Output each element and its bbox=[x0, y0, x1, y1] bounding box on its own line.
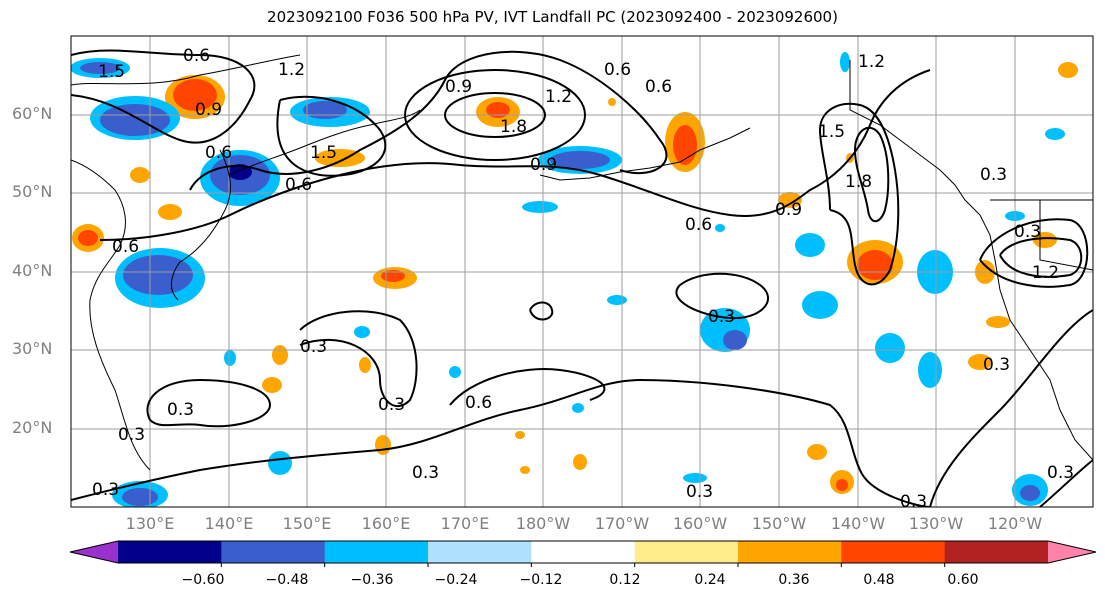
contour-label: 0.9 bbox=[445, 77, 472, 97]
lon-label: 140°E bbox=[204, 514, 254, 533]
contour-label: 0.3 bbox=[980, 165, 1007, 185]
colorbar bbox=[69, 540, 1097, 567]
lon-label: 160°W bbox=[672, 514, 728, 533]
lat-label: 20°N bbox=[12, 418, 53, 437]
lat-label: 60°N bbox=[12, 104, 53, 123]
map-title: 2023092100 F036 500 hPa PV, IVT Landfall… bbox=[267, 8, 838, 26]
contour-label: 1.2 bbox=[278, 60, 305, 80]
colorbar-tick-label: −0.48 bbox=[265, 572, 309, 588]
colorbar-tick-label: 0.24 bbox=[694, 572, 726, 588]
contour-label: 0.3 bbox=[1047, 463, 1074, 483]
contour-label: 0.3 bbox=[118, 425, 145, 445]
colorbar-tick-label: 0.12 bbox=[609, 572, 641, 588]
contour-label: 1.5 bbox=[310, 143, 337, 163]
contour-label: 0.9 bbox=[775, 200, 802, 220]
contour-label: 1.8 bbox=[845, 172, 872, 192]
contour-label: 0.3 bbox=[412, 463, 439, 483]
contour-label: 0.3 bbox=[92, 480, 119, 500]
contour-label: 1.5 bbox=[818, 122, 845, 142]
contour-label: 0.6 bbox=[604, 60, 631, 80]
lon-label: 180°W bbox=[515, 514, 571, 533]
colorbar-tick-label: −0.12 bbox=[519, 572, 563, 588]
colorbar-outline bbox=[69, 540, 1097, 564]
contour-label: 0.3 bbox=[900, 492, 927, 512]
colorbar-swatch bbox=[634, 541, 739, 563]
colorbar-swatch bbox=[531, 541, 636, 563]
lon-label: 140°W bbox=[830, 514, 886, 533]
lon-label: 120°W bbox=[987, 514, 1043, 533]
colorbar-swatch bbox=[944, 541, 1049, 563]
contour-label: 1.2 bbox=[858, 52, 885, 72]
colorbar-swatch bbox=[841, 541, 946, 563]
lon-label: 130°W bbox=[908, 514, 964, 533]
colorbar-tick-label: −0.36 bbox=[350, 572, 394, 588]
colorbar-tick-label: 0.36 bbox=[778, 572, 810, 588]
contour-label: 0.6 bbox=[465, 393, 492, 413]
colorbar-tick-label: −0.24 bbox=[434, 572, 478, 588]
contour-label: 0.3 bbox=[708, 307, 735, 327]
lon-label: 170°E bbox=[440, 514, 490, 533]
contour-label: 0.6 bbox=[285, 175, 312, 195]
colorbar-swatch bbox=[221, 541, 326, 563]
contour-label: 0.6 bbox=[112, 237, 139, 257]
colorbar-swatch bbox=[428, 541, 532, 563]
lon-label: 160°E bbox=[361, 514, 411, 533]
contour-label: 0.6 bbox=[645, 77, 672, 97]
contour-label: 1.5 bbox=[98, 62, 125, 82]
contour-label: 0.3 bbox=[300, 337, 327, 357]
colorbar-swatch bbox=[118, 541, 222, 563]
contour-label: 0.3 bbox=[167, 400, 194, 420]
colorbar-swatch bbox=[324, 541, 429, 563]
contour-label: 1.2 bbox=[545, 87, 572, 107]
lat-label: 30°N bbox=[12, 339, 53, 358]
contour-label: 0.3 bbox=[686, 482, 713, 502]
contour-label: 0.6 bbox=[205, 143, 232, 163]
colorbar-tick-label: −0.60 bbox=[181, 572, 225, 588]
lat-label: 50°N bbox=[12, 182, 53, 201]
colorbar-tick-label: 0.60 bbox=[947, 572, 979, 588]
lat-label: 40°N bbox=[12, 261, 53, 280]
contour-label: 0.3 bbox=[378, 395, 405, 415]
contour-labels: 0.6 1.5 1.2 0.9 0.9 1.8 1.2 0.6 0.6 1.2 … bbox=[92, 46, 1074, 512]
colorbar-extend-high bbox=[1048, 541, 1096, 563]
lon-label: 170°W bbox=[594, 514, 650, 533]
contour-label: 1.8 bbox=[500, 117, 527, 137]
colorbar-extend-low bbox=[70, 541, 118, 563]
lon-label: 150°W bbox=[751, 514, 807, 533]
colorbar-swatch bbox=[738, 541, 842, 563]
contour-label: 0.6 bbox=[685, 215, 712, 235]
contour-label: 0.9 bbox=[195, 100, 222, 120]
contour-label: 0.6 bbox=[183, 46, 210, 66]
lon-label: 150°E bbox=[282, 514, 332, 533]
contour-label: 0.3 bbox=[983, 355, 1010, 375]
colorbar-tick-label: 0.48 bbox=[863, 572, 895, 588]
contour-label: 0.3 bbox=[1014, 222, 1041, 242]
ivt-contours bbox=[71, 49, 1093, 507]
map-frame bbox=[70, 35, 1094, 508]
lon-label: 130°E bbox=[125, 514, 175, 533]
contour-label: 1.2 bbox=[1032, 263, 1059, 283]
contour-label: 0.9 bbox=[530, 155, 557, 175]
coastlines bbox=[71, 54, 1093, 471]
